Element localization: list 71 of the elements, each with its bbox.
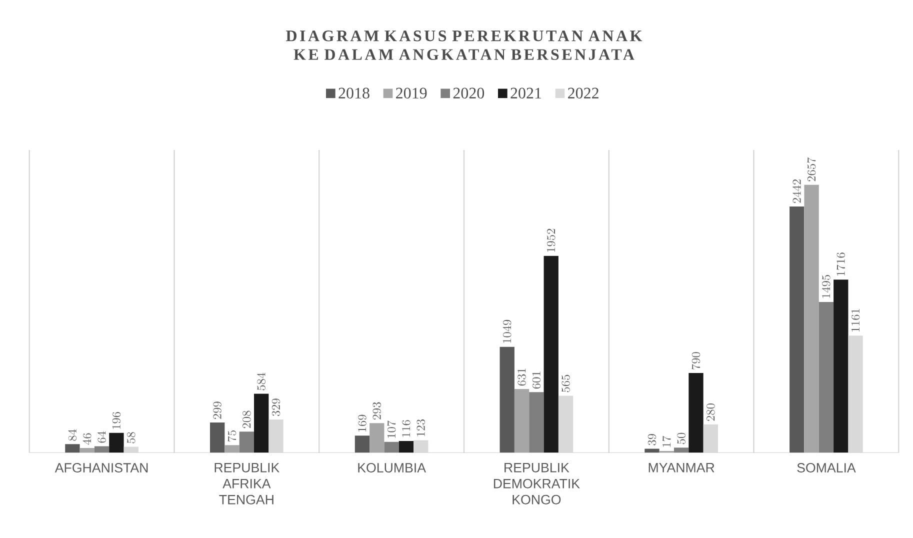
- bar: [544, 256, 558, 453]
- data-label: 196: [112, 412, 121, 429]
- x-tick-label: SOMALIA: [797, 463, 856, 472]
- data-label: 631: [518, 368, 526, 386]
- data-label: 280: [706, 403, 715, 421]
- bar: [354, 436, 370, 453]
- bar: [500, 346, 514, 453]
- bar: [109, 432, 124, 453]
- data-label: 601: [532, 372, 541, 389]
- bar: [514, 389, 530, 453]
- legend-label: 2018: [338, 88, 370, 99]
- legend-label: 2019: [396, 88, 427, 99]
- data-label: 293: [372, 402, 382, 420]
- x-tick-label: AFGHANISTAN: [54, 463, 148, 472]
- data-label: 169: [358, 414, 366, 432]
- data-label: 2657: [807, 157, 816, 182]
- bar: [210, 422, 225, 453]
- data-label: 84: [68, 429, 77, 441]
- data-label: 116: [402, 420, 410, 437]
- chart-title: DIAGRAM KASUS PEREKRUTAN ANAK KE DALAM ANGKATAN BERSENJATA: [286, 30, 642, 60]
- bar: [384, 442, 399, 453]
- bar: [239, 432, 254, 453]
- bar: [254, 394, 269, 453]
- data-label: 565: [562, 374, 570, 392]
- bar: [804, 184, 819, 453]
- legend-label: 2021: [510, 88, 542, 99]
- data-label: 64: [98, 431, 106, 443]
- data-label: 1952: [546, 228, 556, 252]
- data-label: 123: [416, 419, 426, 436]
- legend-label: 2022: [568, 88, 598, 99]
- bar: [80, 448, 94, 453]
- data-label: 208: [242, 410, 251, 428]
- data-label: 46: [82, 433, 92, 445]
- data-label: 1049: [502, 320, 512, 343]
- data-label: 299: [213, 402, 222, 419]
- legend-label: 2020: [453, 88, 484, 99]
- data-label: 39: [648, 434, 656, 446]
- bar: [529, 392, 544, 453]
- bar: [834, 280, 848, 453]
- data-label: 17: [662, 436, 671, 447]
- bar: [703, 424, 718, 453]
- bar: [65, 444, 80, 453]
- bar: [414, 440, 428, 453]
- bar: [370, 423, 384, 453]
- data-label: 1161: [851, 309, 860, 332]
- bar: [818, 302, 834, 453]
- x-tick-label: KOLUMBIA: [358, 463, 426, 472]
- bar: [674, 448, 689, 453]
- data-label: 50: [677, 432, 686, 444]
- bar: [558, 396, 574, 453]
- data-label: 790: [692, 352, 700, 370]
- x-tick-label: REPUBLIK AFRIKA TENGAH: [214, 463, 280, 504]
- bar: [688, 373, 704, 453]
- bar: [644, 448, 660, 453]
- bar: [94, 446, 110, 453]
- data-label: 75: [228, 430, 236, 442]
- x-tick-label: MYANMAR: [648, 463, 714, 472]
- data-label: 107: [387, 420, 396, 438]
- x-tick-label: REPUBLIK DEMOKRATIK KONGO: [494, 463, 580, 504]
- bar: [268, 419, 284, 453]
- data-label: 58: [127, 432, 136, 444]
- bar: [224, 445, 240, 453]
- data-label: 584: [257, 372, 266, 390]
- bar: [848, 336, 863, 453]
- bar: [398, 440, 414, 453]
- data-label: 1716: [836, 252, 846, 276]
- bar: [790, 206, 804, 453]
- data-label: 2442: [792, 180, 801, 203]
- data-label: 329: [272, 398, 280, 416]
- bar: [124, 446, 138, 453]
- data-label: 1495: [822, 275, 830, 298]
